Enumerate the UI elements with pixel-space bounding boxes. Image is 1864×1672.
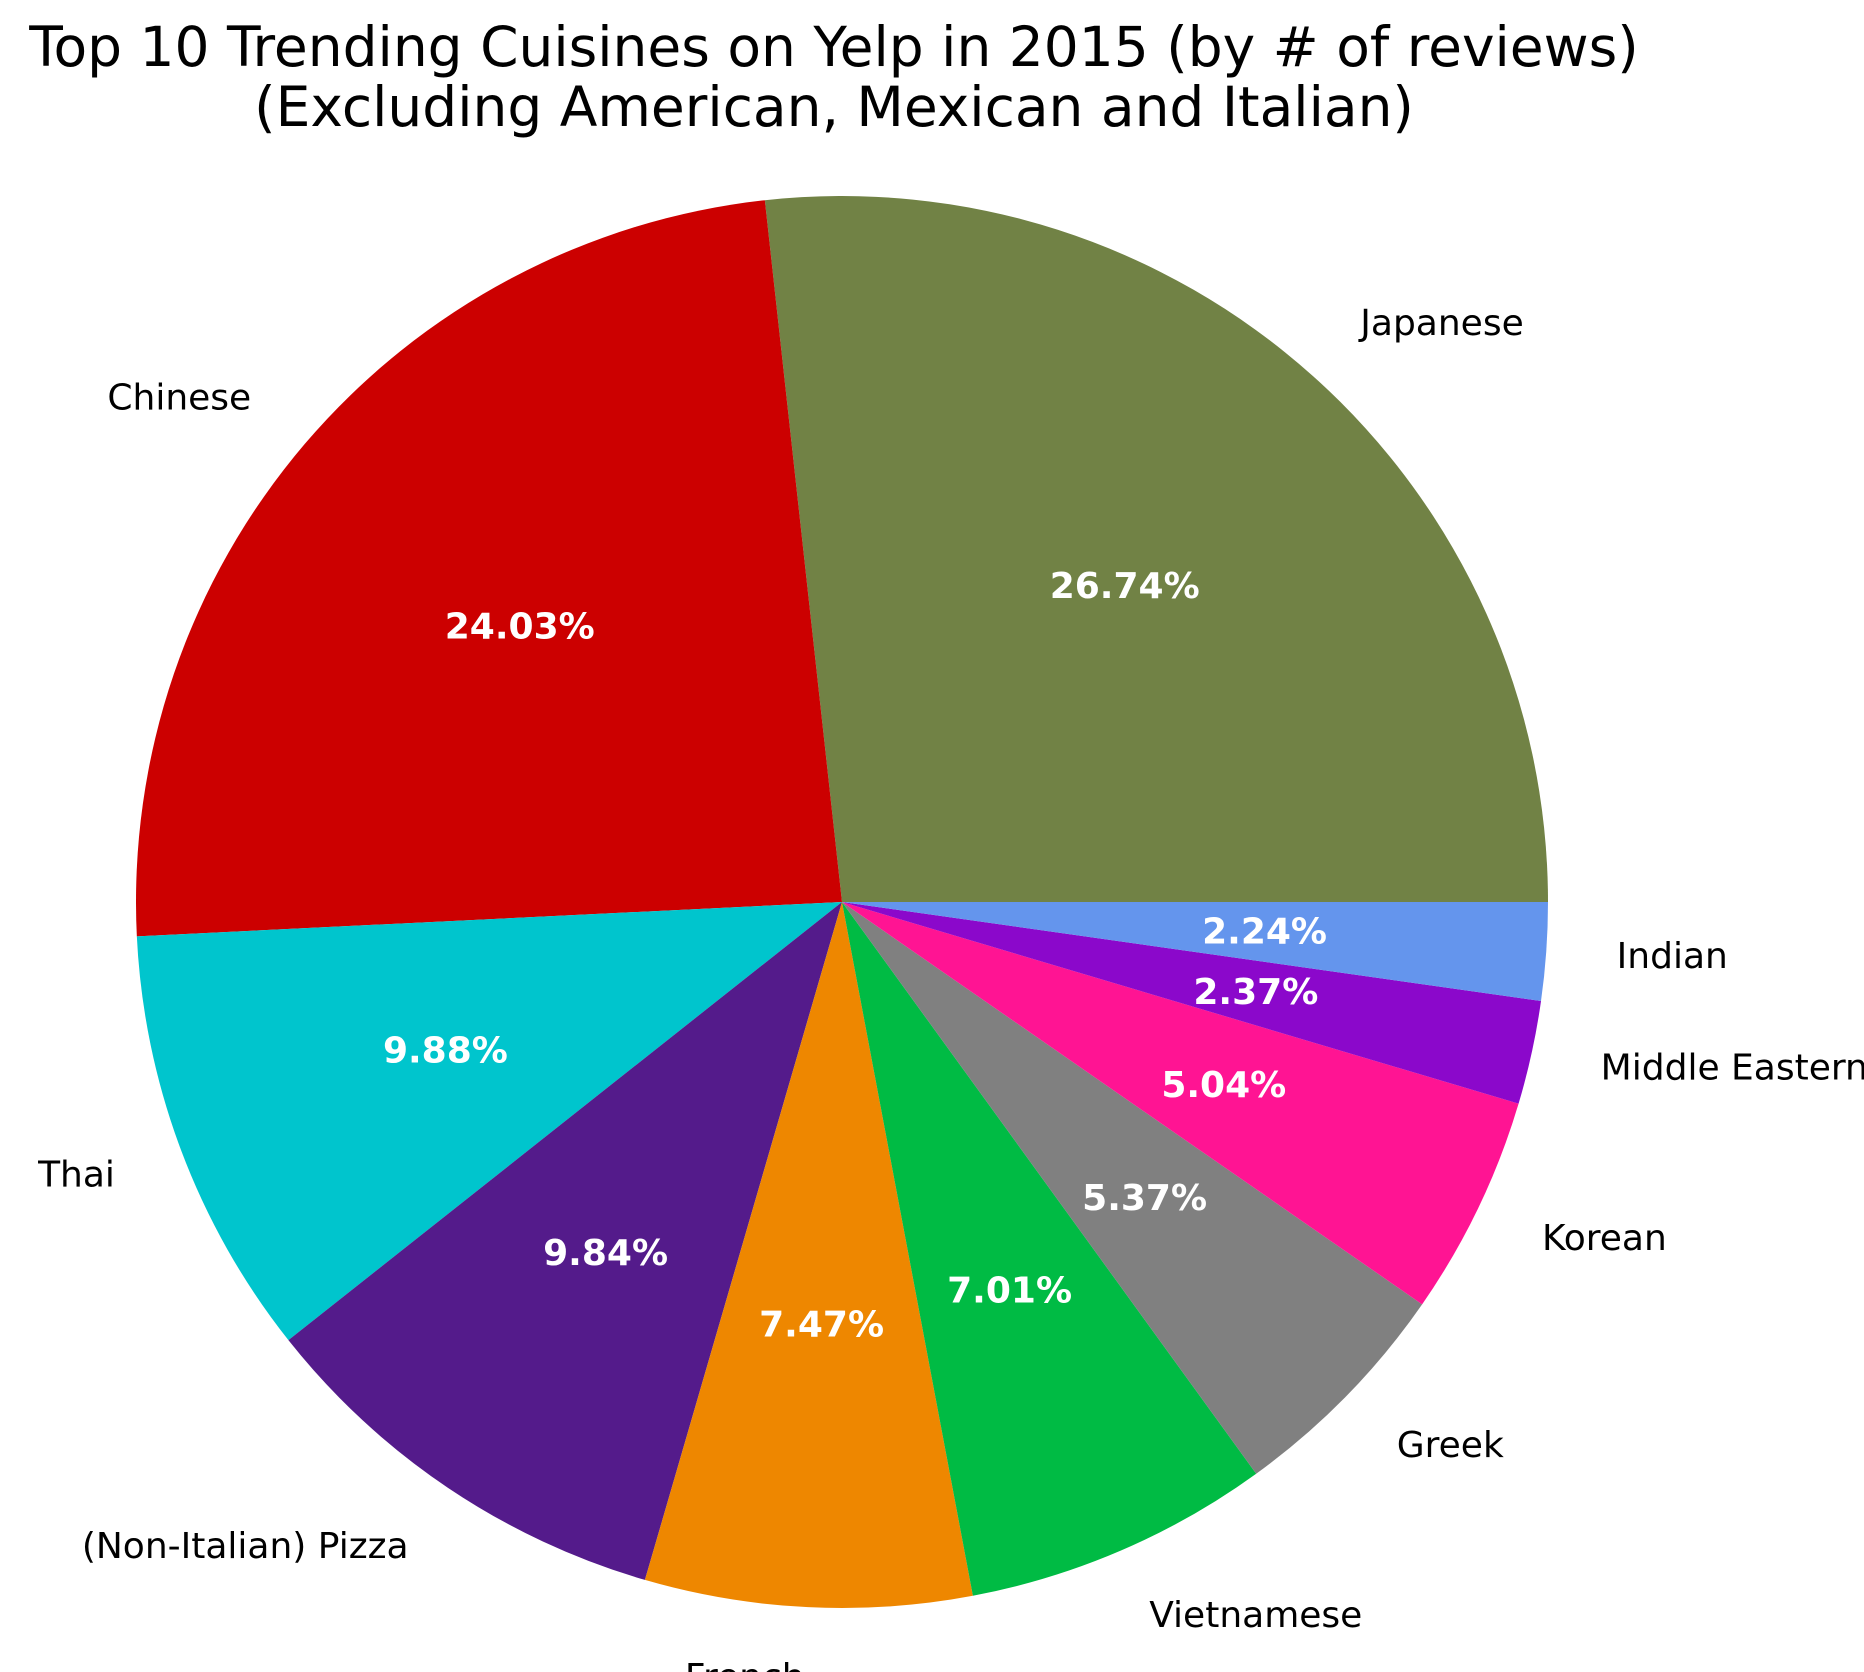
pie-slice-french bbox=[644, 902, 973, 1608]
pie-slice-non-italian-pizza bbox=[288, 902, 842, 1580]
category-label-french: French bbox=[685, 1657, 805, 1672]
pie-slice-indian bbox=[842, 902, 1548, 1002]
category-label-korean: Korean bbox=[1542, 1218, 1667, 1259]
pie-slice-thai bbox=[136, 902, 843, 1341]
pie-slice-korean bbox=[842, 902, 1519, 1305]
category-label-chinese: Chinese bbox=[107, 377, 251, 418]
pie-slice-chinese bbox=[136, 200, 843, 937]
chart-subtitle: (Excluding American, Mexican and Italian… bbox=[254, 75, 1414, 139]
category-label-middle-eastern: Middle Eastern bbox=[1601, 1047, 1864, 1088]
category-label-non-italian-pizza: (Non-Italian) Pizza bbox=[82, 1526, 409, 1567]
pie-slices bbox=[136, 196, 1548, 1608]
pct-label-greek: 5.37% bbox=[1082, 1178, 1207, 1219]
category-label-greek: Greek bbox=[1397, 1425, 1504, 1466]
chart-title: Top 10 Trending Cuisines on Yelp in 2015… bbox=[28, 15, 1638, 79]
pct-label-thai: 9.88% bbox=[383, 1030, 508, 1071]
pct-label-japanese: 26.74% bbox=[1050, 566, 1200, 607]
pct-label-french: 7.47% bbox=[759, 1305, 884, 1346]
pct-label-chinese: 24.03% bbox=[445, 607, 595, 648]
percent-labels: 26.74% 24.03% 9.88% 9.84% 7.47% 7.01% 5.37% 5.0… bbox=[383, 566, 1327, 1346]
category-label-thai: Thai bbox=[37, 1154, 115, 1195]
pct-label-indian: 2.24% bbox=[1202, 911, 1327, 952]
category-label-vietnamese: Vietnamese bbox=[1149, 1595, 1362, 1636]
category-labels: Japanese Chinese Thai (Non-Italian) Pizza Fr… bbox=[37, 303, 1864, 1672]
pie-slice-middle-eastern bbox=[842, 902, 1542, 1104]
category-label-indian: Indian bbox=[1617, 936, 1728, 977]
pct-label-korean: 5.04% bbox=[1161, 1065, 1286, 1106]
pie-slice-japanese bbox=[764, 196, 1548, 902]
pct-label-middle-eastern: 2.37% bbox=[1193, 972, 1318, 1013]
pie-slice-vietnamese bbox=[842, 902, 1257, 1596]
pct-label-vietnamese: 7.01% bbox=[947, 1271, 1072, 1312]
category-label-japanese: Japanese bbox=[1358, 303, 1523, 344]
pie-slice-greek bbox=[842, 902, 1423, 1474]
pct-label-non-italian-pizza: 9.84% bbox=[543, 1233, 668, 1274]
